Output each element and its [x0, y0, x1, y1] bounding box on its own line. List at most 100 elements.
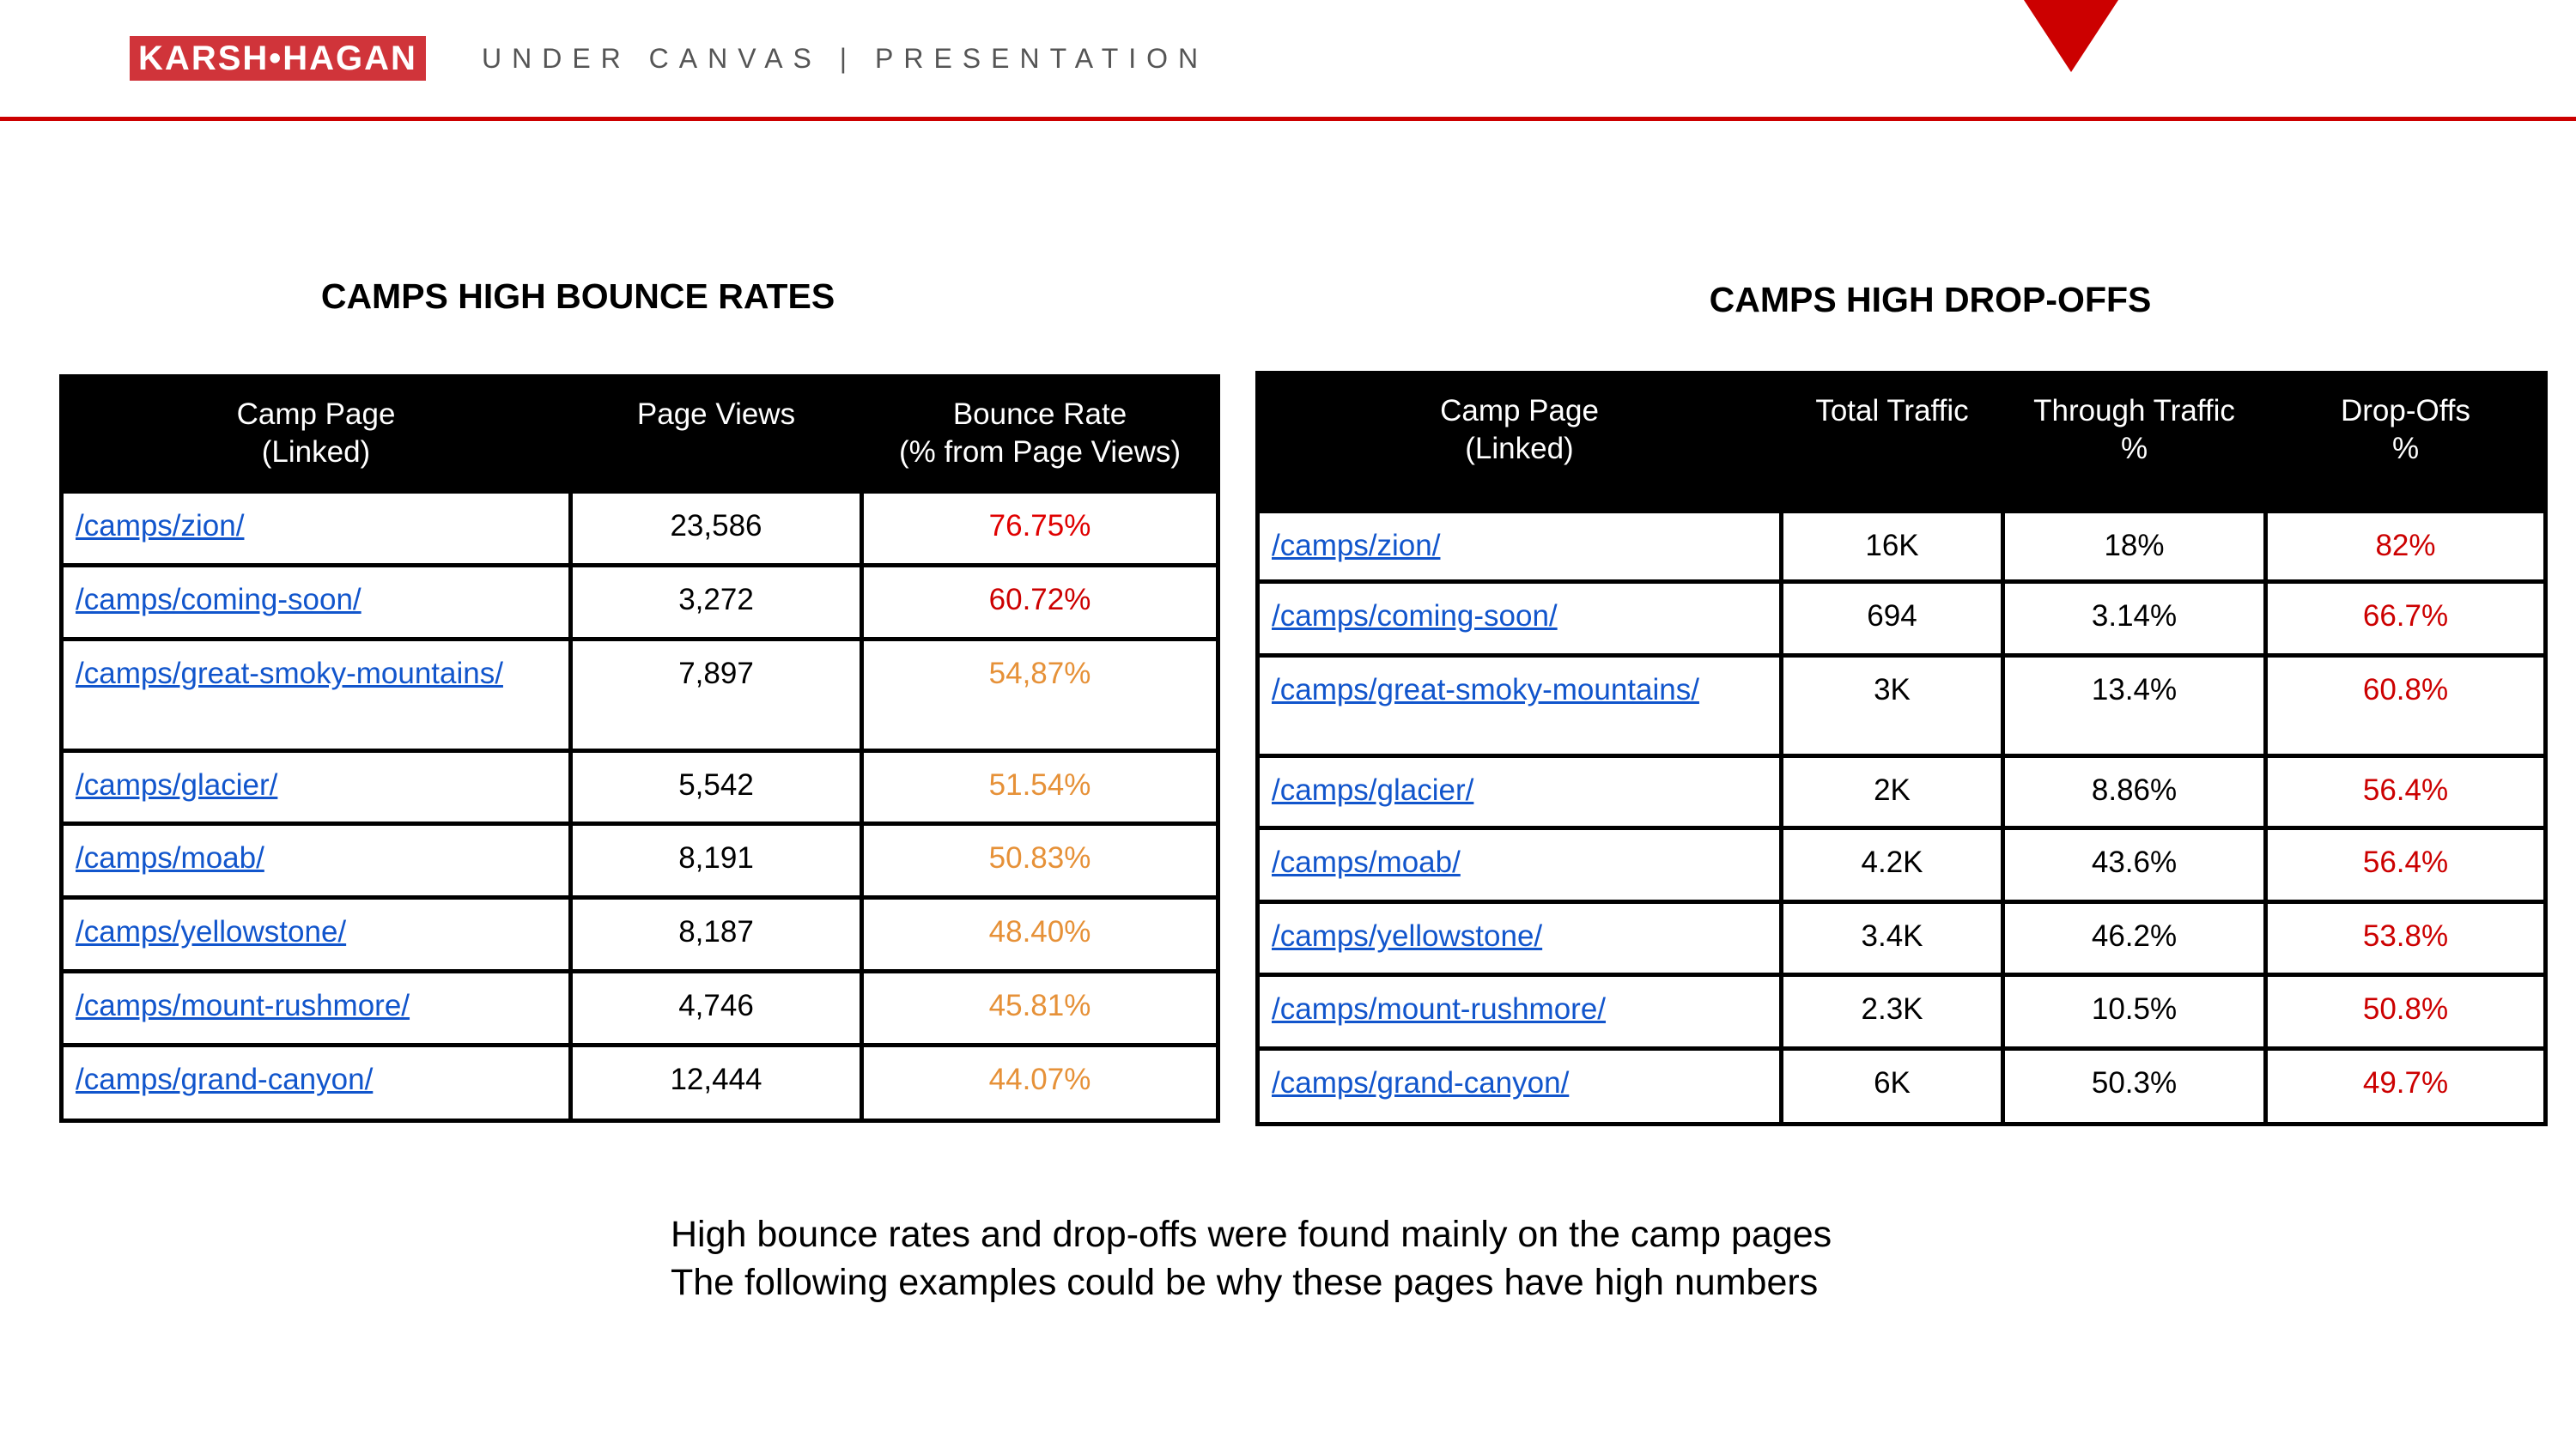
- red-triangle-marker: [2024, 0, 2118, 72]
- camp-page-link[interactable]: /camps/moab/: [76, 841, 264, 875]
- drop-cell: 60.8%: [2263, 653, 2548, 758]
- total-cell: 4.2K: [1779, 826, 2005, 904]
- table-row: /camps/coming-soon/3,272 60.72%: [59, 563, 1220, 641]
- through-cell: 8.86%: [2001, 754, 2268, 830]
- drop-cell: 53.8%: [2263, 900, 2548, 977]
- camp-page-cell: /camps/grand-canyon/: [1255, 1046, 1783, 1126]
- camp-page-link[interactable]: /camps/zion/: [76, 509, 245, 543]
- views-cell: 7,897: [568, 637, 864, 753]
- camp-page-link[interactable]: /camps/coming-soon/: [76, 583, 361, 616]
- camp-page-link[interactable]: /camps/glacier/: [1272, 773, 1474, 807]
- views-cell: 8,191: [568, 822, 864, 900]
- rate-cell: 45.81%: [860, 969, 1220, 1047]
- total-cell: 3.4K: [1779, 900, 2005, 977]
- table-row: /camps/glacier/2K 8.86% 56.4%: [1255, 754, 2548, 830]
- header-page-views: Page Views: [568, 374, 864, 494]
- table-row: /camps/moab/8,191 50.83%: [59, 822, 1220, 900]
- camp-page-cell: /camps/mount-rushmore/: [1255, 973, 1783, 1051]
- rate-cell: 54,87%: [860, 637, 1220, 753]
- camp-page-link[interactable]: /camps/great-smoky-mountains/: [76, 657, 503, 690]
- table-row: /camps/mount-rushmore/4,746 45.81%: [59, 969, 1220, 1047]
- total-cell: 3K: [1779, 653, 2005, 758]
- views-cell: 23,586: [568, 489, 864, 567]
- camp-page-cell: /camps/great-smoky-mountains/: [59, 637, 573, 753]
- drop-cell: 56.4%: [2263, 826, 2548, 904]
- through-cell: 13.4%: [2001, 653, 2268, 758]
- total-cell: 2.3K: [1779, 973, 2005, 1051]
- rate-cell: 50.83%: [860, 822, 1220, 900]
- table-row: /camps/grand-canyon/12,444 44.07%: [59, 1043, 1220, 1123]
- drop-cell: 49.7%: [2263, 1046, 2548, 1126]
- header-through-traffic: Through Traffic %: [2001, 371, 2268, 513]
- header-total-traffic: Total Traffic: [1779, 371, 2005, 513]
- camp-page-link[interactable]: /camps/yellowstone/: [1272, 919, 1543, 953]
- camp-page-cell: /camps/yellowstone/: [1255, 900, 1783, 977]
- summary-text: High bounce rates and drop-offs were fou…: [671, 1210, 1832, 1307]
- table-row: /camps/glacier/5,542 51.54%: [59, 749, 1220, 826]
- camp-page-link[interactable]: /camps/great-smoky-mountains/: [1272, 673, 1699, 706]
- camp-page-cell: /camps/moab/: [1255, 826, 1783, 904]
- rate-cell: 60.72%: [860, 563, 1220, 641]
- through-cell: 43.6%: [2001, 826, 2268, 904]
- camp-page-cell: /camps/great-smoky-mountains/: [1255, 653, 1783, 758]
- views-cell: 12,444: [568, 1043, 864, 1123]
- through-cell: 10.5%: [2001, 973, 2268, 1051]
- rate-cell: 48.40%: [860, 895, 1220, 973]
- camp-page-link[interactable]: /camps/mount-rushmore/: [76, 989, 410, 1022]
- dropoff-table-title: CAMPS HIGH DROP-OFFS: [1709, 280, 2152, 319]
- table-row: /camps/zion/23,586 76.75%: [59, 489, 1220, 567]
- views-cell: 3,272: [568, 563, 864, 641]
- camp-page-cell: /camps/glacier/: [1255, 754, 1783, 830]
- camp-page-cell: /camps/zion/: [59, 489, 573, 567]
- bounce-rates-table: Camp Page (Linked) Page Views Bounce Rat…: [59, 374, 1220, 1123]
- table-row: /camps/yellowstone/3.4K 46.2% 53.8%: [1255, 900, 2548, 977]
- header-bounce-rate: Bounce Rate (% from Page Views): [860, 374, 1220, 494]
- rate-cell: 76.75%: [860, 489, 1220, 567]
- drop-cell: 56.4%: [2263, 754, 2548, 830]
- camp-page-cell: /camps/coming-soon/: [59, 563, 573, 641]
- through-cell: 50.3%: [2001, 1046, 2268, 1126]
- table-row: /camps/moab/4.2K 43.6% 56.4%: [1255, 826, 2548, 904]
- camp-page-link[interactable]: /camps/moab/: [1272, 846, 1461, 879]
- table-row: /camps/coming-soon/694 3.14% 66.7%: [1255, 579, 2548, 658]
- views-cell: 4,746: [568, 969, 864, 1047]
- header-camp-page: Camp Page (Linked): [59, 374, 573, 494]
- through-cell: 18%: [2001, 509, 2268, 584]
- summary-line-1: High bounce rates and drop-offs were fou…: [671, 1214, 1832, 1255]
- through-cell: 46.2%: [2001, 900, 2268, 977]
- views-cell: 8,187: [568, 895, 864, 973]
- drop-cell: 50.8%: [2263, 973, 2548, 1051]
- camp-page-cell: /camps/grand-canyon/: [59, 1043, 573, 1123]
- camp-page-cell: /camps/coming-soon/: [1255, 579, 1783, 658]
- table-row: /camps/grand-canyon/6K 50.3% 49.7%: [1255, 1046, 2548, 1126]
- camp-page-link[interactable]: /camps/zion/: [1272, 529, 1441, 562]
- summary-line-2: The following examples could be why thes…: [671, 1262, 1819, 1303]
- table-row: /camps/great-smoky-mountains/3K 13.4% 60.8…: [1255, 653, 2548, 758]
- rate-cell: 51.54%: [860, 749, 1220, 826]
- camp-page-cell: /camps/moab/: [59, 822, 573, 900]
- drop-cell: 66.7%: [2263, 579, 2548, 658]
- table-row: /camps/yellowstone/8,187 48.40%: [59, 895, 1220, 973]
- camp-page-link[interactable]: /camps/grand-canyon/: [76, 1063, 374, 1096]
- header-camp-page: Camp Page (Linked): [1255, 371, 1783, 513]
- total-cell: 694: [1779, 579, 2005, 658]
- camp-page-link[interactable]: /camps/grand-canyon/: [1272, 1066, 1570, 1100]
- table-row: /camps/mount-rushmore/2.3K 10.5% 50.8%: [1255, 973, 2548, 1051]
- views-cell: 5,542: [568, 749, 864, 826]
- camp-page-link[interactable]: /camps/coming-soon/: [1272, 599, 1558, 633]
- camp-page-link[interactable]: /camps/yellowstone/: [76, 915, 347, 949]
- drop-cell: 82%: [2263, 509, 2548, 584]
- camp-page-cell: /camps/mount-rushmore/: [59, 969, 573, 1047]
- table-row: /camps/zion/16K 18% 82%: [1255, 509, 2548, 584]
- camp-page-link[interactable]: /camps/glacier/: [76, 768, 278, 802]
- camp-page-link[interactable]: /camps/mount-rushmore/: [1272, 992, 1607, 1026]
- total-cell: 16K: [1779, 509, 2005, 584]
- table-row: /camps/great-smoky-mountains/7,897 54,87%: [59, 637, 1220, 753]
- presentation-subtitle: UNDER CANVAS | PRESENTATION: [482, 43, 1209, 74]
- total-cell: 6K: [1779, 1046, 2005, 1126]
- dropoffs-table: Camp Page (Linked) Total Traffic Through…: [1255, 371, 2548, 1126]
- rate-cell: 44.07%: [860, 1043, 1220, 1123]
- camp-page-cell: /camps/yellowstone/: [59, 895, 573, 973]
- camp-page-cell: /camps/zion/: [1255, 509, 1783, 584]
- header-divider: [0, 117, 2576, 121]
